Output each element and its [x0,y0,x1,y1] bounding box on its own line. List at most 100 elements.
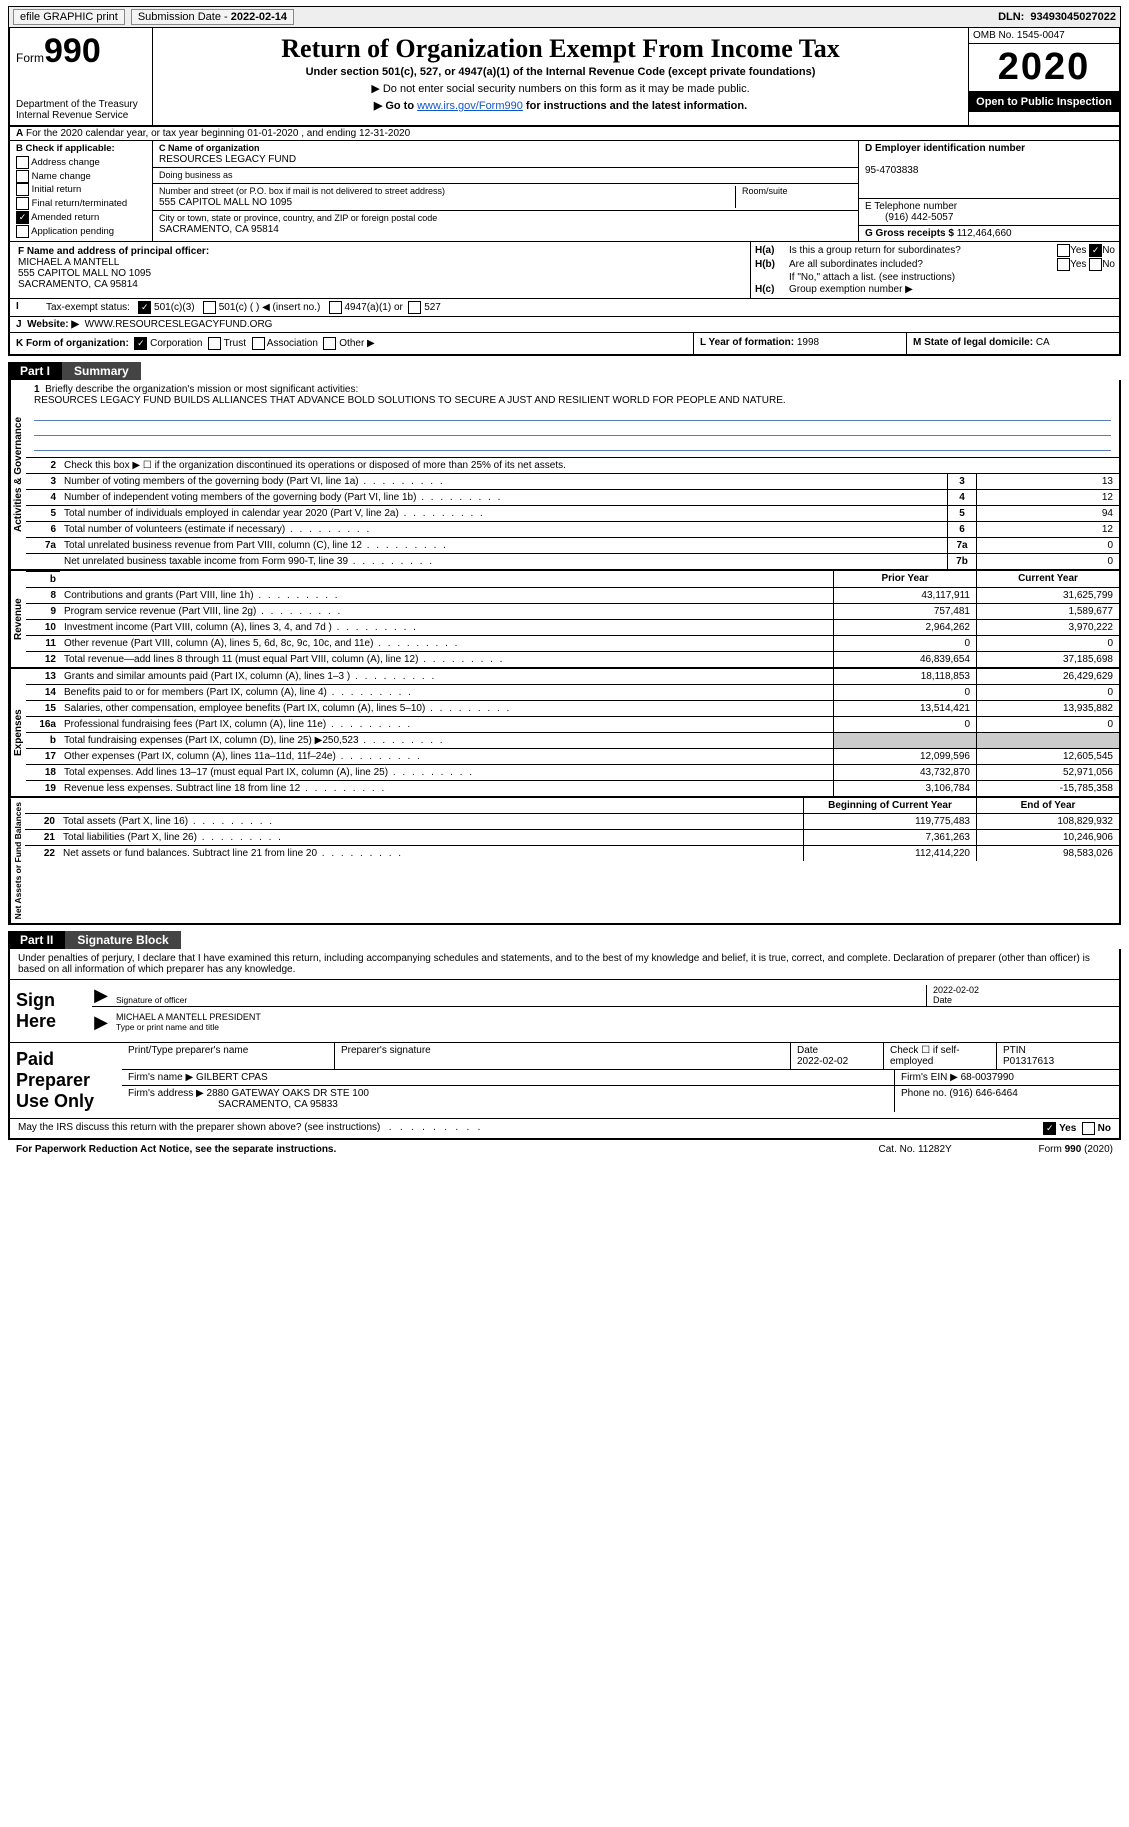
ha-label: H(a) [755,245,789,256]
street-address: 555 CAPITOL MALL NO 1095 [159,197,292,208]
label-corporation: Corporation [150,338,202,349]
form990-link[interactable]: www.irs.gov/Form990 [417,100,523,112]
summary-line: 21Total liabilities (Part X, line 26)7,3… [25,830,1119,846]
summary-line: 7aTotal unrelated business revenue from … [26,538,1119,554]
summary-line: 13Grants and similar amounts paid (Part … [26,669,1119,685]
hdr-current-year: Current Year [976,571,1119,587]
discuss-no-checkbox[interactable] [1082,1122,1095,1135]
summary-line: 6Total number of volunteers (estimate if… [26,522,1119,538]
discuss-yes-checkbox[interactable]: ✓ [1043,1122,1056,1135]
checkbox-amended-return[interactable]: ✓ [16,211,29,224]
checkbox-name-change[interactable] [16,170,29,183]
goto-prefix: ▶ Go to [374,100,417,112]
checkbox-application-pending[interactable] [16,225,29,238]
form-page: efile GRAPHIC print Submission Date - 20… [0,0,1129,1171]
line2-text: Check this box ▶ ☐ if the organization d… [60,458,1119,473]
summary-line: 15Salaries, other compensation, employee… [26,701,1119,717]
box-b: B Check if applicable: Address change Na… [10,141,153,241]
box-m-label: M State of legal domicile: [913,337,1036,348]
sig-date-value: 2022-02-02 [933,985,979,995]
summary-line: 17Other expenses (Part IX, column (A), l… [26,749,1119,765]
entity-info-block: A For the 2020 calendar year, or tax yea… [8,127,1121,356]
officer-name-label: Type or print name and title [116,1022,219,1032]
part1-revenue: Revenue b Prior Year Current Year 8Contr… [8,571,1121,669]
part1-expenses: Expenses 13Grants and similar amounts pa… [8,669,1121,798]
footer-mid: Cat. No. 11282Y [879,1144,1039,1155]
ein-value: 95-4703838 [865,165,918,176]
label-trust: Trust [224,338,246,349]
hb-label: H(b) [755,259,789,270]
dba-label: Doing business as [159,170,233,180]
header-right: OMB No. 1545-0047 2020 Open to Public In… [968,28,1119,125]
ha-yes-label: Yes [1070,245,1086,256]
checkbox-other[interactable] [323,337,336,350]
firm-name-value: GILBERT CPAS [196,1072,268,1083]
top-bar: efile GRAPHIC print Submission Date - 20… [8,6,1121,28]
box-l-label: L Year of formation: [700,337,797,348]
form-label: Form [16,51,44,65]
box-k-label: K Form of organization: [16,338,129,349]
box-i-label: I [16,301,19,312]
part2-tag: Part II [8,931,65,949]
part1-tag: Part I [8,362,62,380]
omb-number: OMB No. 1545-0047 [969,28,1119,44]
box-j: J Website: ▶ WWW.RESOURCESLEGACYFUND.ORG [10,316,1119,332]
checkbox-address-change[interactable] [16,156,29,169]
self-employed-label: Check ☐ if self-employed [890,1045,960,1067]
checkbox-501c[interactable] [203,301,216,314]
checkbox-corporation[interactable]: ✓ [134,337,147,350]
part1-title: Summary [62,362,141,380]
checkbox-trust[interactable] [208,337,221,350]
checkbox-4947a1[interactable] [329,301,342,314]
summary-line: Net unrelated business taxable income fr… [26,554,1119,569]
dln-value: 93493045027022 [1030,11,1116,23]
summary-line: 12Total revenue—add lines 8 through 11 (… [26,652,1119,667]
firm-addr-value: 2880 GATEWAY OAKS DR STE 100 [207,1088,369,1099]
firm-phone-value: (916) 646-6464 [949,1088,1017,1099]
summary-line: 20Total assets (Part X, line 16)119,775,… [25,814,1119,830]
hb-note: If "No," attach a list. (see instruction… [789,272,1115,283]
sign-here-section: Sign Here ▶ Signature of officer 2022-02… [10,979,1119,1042]
checkbox-initial-return[interactable] [16,183,29,196]
box-i: I Tax-exempt status: ✓ 501(c)(3) 501(c) … [10,298,1119,316]
ha-yes-checkbox[interactable] [1057,244,1070,257]
ha-no-checkbox[interactable]: ✓ [1089,244,1102,257]
box-g-label: G Gross receipts $ [865,228,957,239]
summary-line: 14Benefits paid to or for members (Part … [26,685,1119,701]
submission-date-button[interactable]: Submission Date - 2022-02-14 [131,9,294,25]
checkbox-association[interactable] [252,337,265,350]
checkbox-final-return[interactable] [16,197,29,210]
sig-arrow-icon: ▶ [92,985,110,1006]
firm-phone-label: Phone no. [901,1088,949,1099]
dln-label: DLN: [998,11,1024,23]
form-number: 990 [44,32,101,70]
website-label: Website: ▶ [27,319,79,330]
preparer-date-value: 2022-02-02 [797,1056,848,1067]
signature-block: Under penalties of perjury, I declare th… [8,949,1121,1140]
paid-preparer-section: Paid Preparer Use Only Print/Type prepar… [10,1042,1119,1118]
part1-netassets: Net Assets or Fund Balances Beginning of… [8,798,1121,925]
box-d-e-g: D Employer identification number 95-4703… [858,141,1119,241]
hb-no-checkbox[interactable] [1089,258,1102,271]
summary-line: 10Investment income (Part VIII, column (… [26,620,1119,636]
efile-button[interactable]: efile GRAPHIC print [13,9,125,25]
summary-line: 11Other revenue (Part VIII, column (A), … [26,636,1119,652]
header-left: Form990 Department of the Treasury Inter… [10,28,153,125]
box-k-l-m: K Form of organization: ✓ Corporation Tr… [10,332,1119,354]
label-name-change: Name change [32,171,91,182]
checkbox-501c3[interactable]: ✓ [138,301,151,314]
state-domicile: CA [1036,337,1050,348]
vlabel-expenses: Expenses [10,669,26,796]
checkbox-527[interactable] [408,301,421,314]
line-a-text: For the 2020 calendar year, or tax year … [26,128,410,139]
box-b-title: B Check if applicable: [16,143,115,154]
label-initial-return: Initial return [32,184,82,195]
officer-addr1: 555 CAPITOL MALL NO 1095 [18,268,151,279]
sig-date-label: Date [933,995,952,1005]
hb-yes-checkbox[interactable] [1057,258,1070,271]
box-j-label: J [16,319,22,330]
box-h: H(a) Is this a group return for subordin… [751,242,1119,298]
officer-typed-name: MICHAEL A MANTELL PRESIDENT [116,1012,261,1022]
label-address-change: Address change [31,157,100,168]
summary-line: 22Net assets or fund balances. Subtract … [25,846,1119,861]
